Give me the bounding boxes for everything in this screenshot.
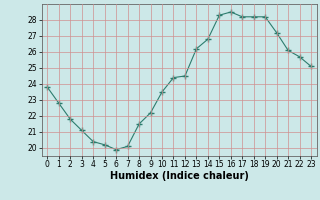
X-axis label: Humidex (Indice chaleur): Humidex (Indice chaleur)	[110, 171, 249, 181]
